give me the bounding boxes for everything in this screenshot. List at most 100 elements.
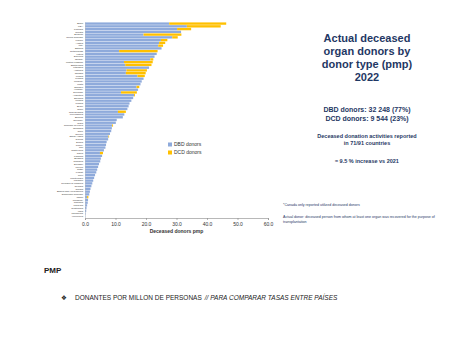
bar [85, 149, 104, 151]
bar [85, 105, 129, 107]
bar [85, 55, 155, 57]
bar [85, 80, 142, 82]
bar [85, 28, 177, 30]
bar [103, 149, 104, 151]
bar [85, 141, 107, 143]
annotation: Actual donor: deceased person from whom … [283, 215, 435, 224]
bar [121, 91, 137, 93]
bar [115, 122, 116, 124]
bar [85, 168, 97, 170]
bar [85, 116, 123, 118]
bar [85, 22, 169, 24]
bar [85, 89, 138, 91]
bar [85, 144, 106, 146]
chart-subtitle: 2022 [355, 71, 379, 83]
bar [85, 75, 137, 77]
annotation-line: transplantation [283, 220, 307, 224]
bar [89, 190, 90, 192]
x-tick: 20.0 [142, 218, 152, 227]
bar [100, 160, 101, 162]
y-tick-label: Venezuela [72, 215, 84, 218]
bar [88, 199, 89, 201]
bar [89, 193, 90, 195]
bar [169, 22, 226, 24]
annotation: DBD donors: 32 248 (77%) [323, 106, 410, 114]
annotation: Deceased donation activities reportedin … [317, 133, 416, 146]
chart-title-line: Actual deceased [324, 32, 411, 44]
bar [85, 61, 124, 63]
y-axis-line [85, 23, 86, 219]
x-tick-label: 50.0 [233, 221, 243, 227]
annotation-line: Deceased donation activities reported [317, 133, 416, 139]
bar [94, 177, 95, 179]
bar [85, 102, 130, 104]
bar [85, 39, 161, 41]
bar [85, 72, 126, 74]
bar [125, 64, 151, 66]
bar [177, 28, 191, 30]
bar [91, 185, 92, 187]
bar [85, 174, 95, 176]
bar [87, 196, 88, 198]
annotation-line: DBD donors: 32 248 (77%) [323, 106, 410, 114]
bar [108, 138, 109, 140]
annotation-line: in 71/91 countries [344, 140, 390, 146]
bar [85, 113, 124, 115]
annotation-line: Actual donor: deceased person from whom … [283, 215, 435, 219]
bar [85, 42, 159, 44]
bar [85, 130, 111, 132]
y-tick: Venezuela [72, 215, 84, 218]
bar [137, 75, 144, 77]
bar [119, 50, 157, 52]
bar [127, 108, 128, 110]
bullet-text-emphasis: // PARA COMPARAR TASAS ENTRE PAÍSES [204, 293, 338, 301]
bar [85, 171, 96, 173]
bar [105, 146, 106, 148]
bar [111, 127, 112, 129]
annotation-line: ≈ 9.5 % increase vs 2021 [335, 158, 399, 164]
x-axis-title: Deceased donors pmp [150, 228, 204, 234]
annotation: ≈ 9.5 % increase vs 2021 [335, 158, 399, 164]
bar [143, 78, 144, 80]
legend-swatch [168, 151, 172, 155]
legend-label: DBD donors [174, 141, 202, 147]
bar [85, 152, 100, 154]
bar [100, 157, 101, 159]
bar [96, 171, 97, 173]
bar [187, 25, 221, 27]
slide: 0.010.020.030.040.050.060.0SpainUSAPortu… [0, 0, 459, 345]
annotation-line: *Canada only reported utilized deceased … [283, 203, 360, 207]
bar [85, 108, 127, 110]
bar [85, 133, 110, 135]
bar [141, 80, 142, 82]
bar [85, 94, 134, 96]
chart-title-line: organ donors by [324, 45, 412, 57]
bar [85, 64, 125, 66]
bar [124, 113, 125, 115]
bar [129, 102, 130, 104]
bar [85, 207, 87, 209]
bar [85, 86, 137, 88]
x-tick: 30.0 [172, 218, 182, 227]
bars [85, 22, 226, 217]
bar [85, 190, 90, 192]
bar [85, 163, 99, 165]
bar [122, 116, 123, 118]
bar [90, 188, 91, 190]
bar [85, 36, 172, 38]
bar [161, 39, 167, 41]
bar [128, 105, 129, 107]
legend-swatch [168, 143, 172, 147]
bar [85, 58, 150, 60]
bar [85, 97, 133, 99]
legend: DBD donorsDCD donors [168, 141, 202, 155]
notes-heading: PMP [44, 266, 62, 275]
bar [106, 141, 107, 143]
bar [87, 204, 88, 206]
bar [85, 157, 101, 159]
bar [100, 152, 103, 154]
bar [158, 44, 163, 46]
bar [85, 44, 158, 46]
x-tick: 10.0 [111, 218, 121, 227]
y-axis: SpainUSAPortugalCroatiaBelgiumCzech Repu… [57, 22, 86, 218]
